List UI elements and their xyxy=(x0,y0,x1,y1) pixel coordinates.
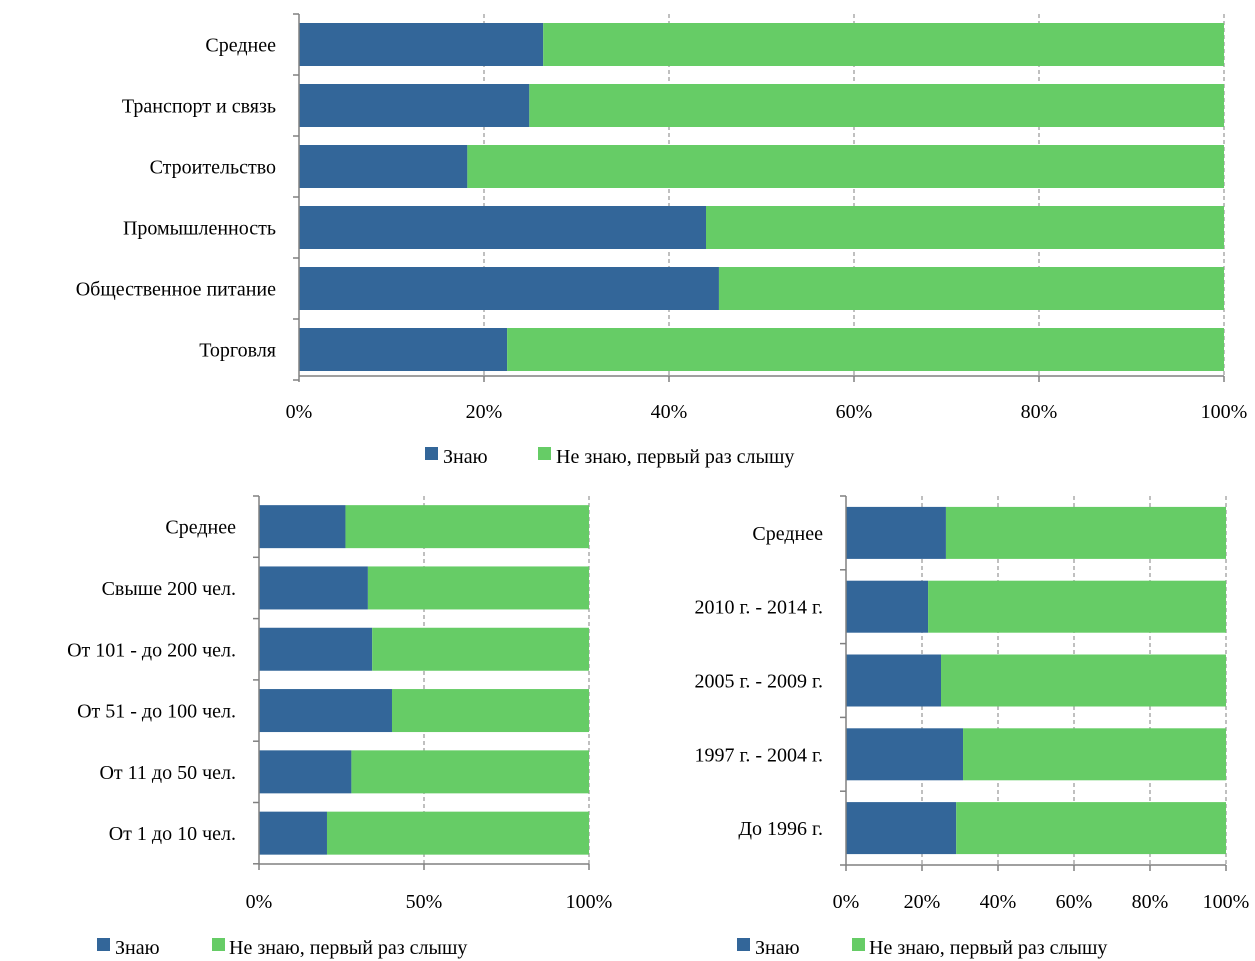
category-label: 2010 г. - 2014 г. xyxy=(694,597,823,619)
bar-know xyxy=(299,328,508,371)
bar-know xyxy=(299,84,530,127)
x-tick-label: 40% xyxy=(980,891,1017,913)
bar-dont-know xyxy=(543,23,1224,66)
legend-label: Не знаю, первый раз слышу xyxy=(556,446,794,468)
x-tick-label: 100% xyxy=(566,891,613,913)
chart-3: Среднее 2010 г. - 2014 г. 2005 г. - 2009 г… xyxy=(694,495,1250,959)
legend-label: Знаю xyxy=(443,446,488,468)
bar-know xyxy=(299,145,468,188)
legend-label: Не знаю, первый раз слышу xyxy=(869,937,1107,959)
chart-1: Среднее Транспорт и связь Строительство Про… xyxy=(76,13,1248,468)
bar-dont-know xyxy=(941,654,1226,707)
legend-label: Знаю xyxy=(755,937,800,959)
x-tick-label: 20% xyxy=(466,401,503,423)
category-label: Торговля xyxy=(199,340,276,362)
bar-dont-know xyxy=(367,566,589,610)
category-label: Свыше 200 чел. xyxy=(102,578,236,600)
bar-know xyxy=(299,206,706,249)
bar-dont-know xyxy=(529,84,1224,127)
bar-dont-know xyxy=(718,267,1224,310)
bar-know xyxy=(259,811,327,855)
bar-dont-know xyxy=(706,206,1224,249)
x-tick-label: 100% xyxy=(1203,891,1250,913)
bar-dont-know xyxy=(945,506,1226,559)
category-label: Среднее xyxy=(205,35,276,57)
legend-swatch-dont-know xyxy=(852,938,865,951)
legend-swatch-know xyxy=(737,938,750,951)
category-label: От 101 - до 200 чел. xyxy=(67,639,236,661)
bar-dont-know xyxy=(963,728,1226,781)
legend-label: Не знаю, первый раз слышу xyxy=(229,937,467,959)
category-label: Промышленность xyxy=(123,218,276,240)
x-tick-label: 80% xyxy=(1021,401,1058,423)
bar-dont-know xyxy=(326,811,589,855)
x-tick-label: 0% xyxy=(833,891,860,913)
legend-swatch-know xyxy=(425,447,438,460)
category-label: 1997 г. - 2004 г. xyxy=(694,744,823,766)
x-tick-label: 50% xyxy=(406,891,443,913)
bar-know xyxy=(259,566,368,610)
legend-swatch-dont-know xyxy=(212,938,225,951)
bar-know xyxy=(259,505,346,549)
bar-know xyxy=(259,689,392,733)
bar-dont-know xyxy=(345,505,589,549)
x-tick-label: 40% xyxy=(651,401,688,423)
category-label: Общественное питание xyxy=(76,279,276,301)
bar-know xyxy=(846,580,929,633)
bar-know xyxy=(259,750,352,794)
bar-know xyxy=(259,627,373,671)
bar-dont-know xyxy=(351,750,589,794)
bar-dont-know xyxy=(372,627,589,671)
category-label: Среднее xyxy=(165,517,236,539)
bar-dont-know xyxy=(391,689,589,733)
bar-know xyxy=(299,23,544,66)
bar-know xyxy=(846,506,946,559)
bar-dont-know xyxy=(467,145,1225,188)
legend-label: Знаю xyxy=(115,937,160,959)
x-tick-label: 0% xyxy=(246,891,273,913)
category-label: Транспорт и связь xyxy=(122,96,276,118)
bar-know xyxy=(846,728,964,781)
category-label: Строительство xyxy=(150,157,276,179)
category-label: До 1996 г. xyxy=(738,818,823,840)
bar-dont-know xyxy=(956,802,1226,855)
bar-know xyxy=(846,802,957,855)
category-label: От 1 до 10 чел. xyxy=(109,823,236,845)
legend-swatch-dont-know xyxy=(538,447,551,460)
category-label: 2005 г. - 2009 г. xyxy=(694,671,823,693)
bar-dont-know xyxy=(928,580,1226,633)
bar-know xyxy=(846,654,941,707)
chart-2: Среднее Свыше 200 чел. От 101 - до 200 чел… xyxy=(67,495,613,959)
category-label: От 51 - до 100 чел. xyxy=(77,701,236,723)
x-tick-label: 100% xyxy=(1201,401,1248,423)
bar-know xyxy=(299,267,719,310)
x-tick-label: 0% xyxy=(286,401,313,423)
x-tick-label: 80% xyxy=(1132,891,1169,913)
x-tick-label: 60% xyxy=(1056,891,1093,913)
bar-dont-know xyxy=(507,328,1224,371)
category-label: Среднее xyxy=(752,523,823,545)
x-tick-label: 20% xyxy=(904,891,941,913)
category-label: От 11 до 50 чел. xyxy=(99,762,236,784)
x-tick-label: 60% xyxy=(836,401,873,423)
legend-swatch-know xyxy=(97,938,110,951)
